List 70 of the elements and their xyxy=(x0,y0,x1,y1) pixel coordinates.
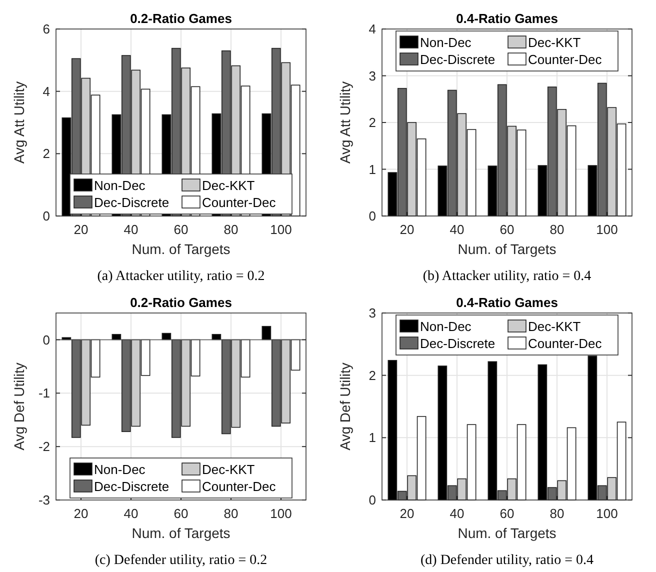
y-axis-title: Avg Def Utility xyxy=(11,362,27,450)
x-tick-label: 40 xyxy=(450,506,464,521)
x-tick-label: 80 xyxy=(550,506,564,521)
legend-label: Non-Dec xyxy=(420,319,472,334)
x-tick-label: 60 xyxy=(500,222,514,237)
legend-label: Dec-Discrete xyxy=(94,479,170,494)
y-tick-label: -1 xyxy=(38,386,50,401)
x-axis-title: Num. of Targets xyxy=(458,241,556,257)
legend-label: Non-Dec xyxy=(94,178,146,193)
legend-label: Dec-Discrete xyxy=(94,195,170,210)
y-tick-label: 6 xyxy=(42,22,50,37)
x-tick-label: 80 xyxy=(224,222,238,237)
legend-label: Dec-Discrete xyxy=(420,336,496,351)
legend-label: Counter-Dec xyxy=(528,336,602,351)
x-tick-label: 80 xyxy=(224,506,238,521)
y-tick-label: 0 xyxy=(42,208,50,224)
x-tick-label: 20 xyxy=(74,222,88,237)
x-axis-title: Num. of Targets xyxy=(132,525,230,541)
legend-label: Counter-Dec xyxy=(528,52,602,67)
x-tick-label: 40 xyxy=(124,222,138,237)
legend-label: Dec-KKT xyxy=(202,462,255,477)
y-tick-label: 0 xyxy=(368,208,376,224)
x-tick-label: 100 xyxy=(270,222,292,237)
y-tick-label: 2 xyxy=(368,115,376,130)
legend-label: Non-Dec xyxy=(420,35,472,50)
x-tick-label: 100 xyxy=(596,222,618,237)
chart-title: 0.2-Ratio Games xyxy=(130,11,232,26)
x-tick-label: 60 xyxy=(174,506,188,521)
y-tick-label: 2 xyxy=(42,146,50,162)
legend-label: Dec-KKT xyxy=(528,35,581,50)
legend-label: Dec-KKT xyxy=(528,319,581,334)
x-tick-label: 20 xyxy=(400,506,414,521)
chart-title: 0.4-Ratio Games xyxy=(456,11,558,26)
x-tick-label: 100 xyxy=(270,506,292,521)
x-tick-label: 20 xyxy=(400,222,414,237)
y-tick-label: 4 xyxy=(368,22,376,37)
x-axis-title: Num. of Targets xyxy=(132,241,230,257)
chart-title: 0.2-Ratio Games xyxy=(130,295,232,310)
text: (b) Attacker utility, ratio = 0.4 xyxy=(422,269,592,284)
y-tick-label: 3 xyxy=(368,306,376,321)
y-axis-title: Avg Def Utility xyxy=(337,362,353,450)
legend-label: Counter-Dec xyxy=(202,479,276,494)
y-tick-label: 3 xyxy=(368,68,376,84)
y-tick-label: 4 xyxy=(42,84,50,99)
bar xyxy=(262,326,272,340)
chart-title: 0.4-Ratio Games xyxy=(456,295,558,310)
x-tick-label: 20 xyxy=(74,506,88,521)
y-tick-label: 1 xyxy=(368,430,376,446)
y-tick-label: 1 xyxy=(368,162,376,177)
text: (d) Defender utility, ratio = 0.4 xyxy=(420,553,594,568)
text: (a) Attacker utility, ratio = 0.2 xyxy=(97,269,265,284)
y-tick-label: -3 xyxy=(38,492,50,508)
y-axis-title: Avg Att Utility xyxy=(337,81,353,164)
text: (c) Defender utility, ratio = 0.2 xyxy=(94,553,268,568)
legend-label: Dec-KKT xyxy=(202,178,255,193)
legend-label: Non-Dec xyxy=(94,462,146,477)
x-tick-label: 100 xyxy=(596,506,618,521)
x-tick-label: 60 xyxy=(174,222,188,237)
y-tick-label: -2 xyxy=(38,439,50,454)
x-tick-label: 40 xyxy=(124,506,138,521)
x-tick-label: 60 xyxy=(500,506,514,521)
y-tick-label: 2 xyxy=(368,368,376,383)
x-axis-title: Num. of Targets xyxy=(458,525,556,541)
y-axis-title: Avg Att Utility xyxy=(11,81,27,164)
x-tick-label: 80 xyxy=(550,222,564,237)
y-tick-label: 0 xyxy=(368,492,376,508)
legend-label: Counter-Dec xyxy=(202,195,276,210)
y-tick-label: 0 xyxy=(42,332,50,348)
x-tick-label: 40 xyxy=(450,222,464,237)
legend-label: Dec-Discrete xyxy=(420,52,496,67)
